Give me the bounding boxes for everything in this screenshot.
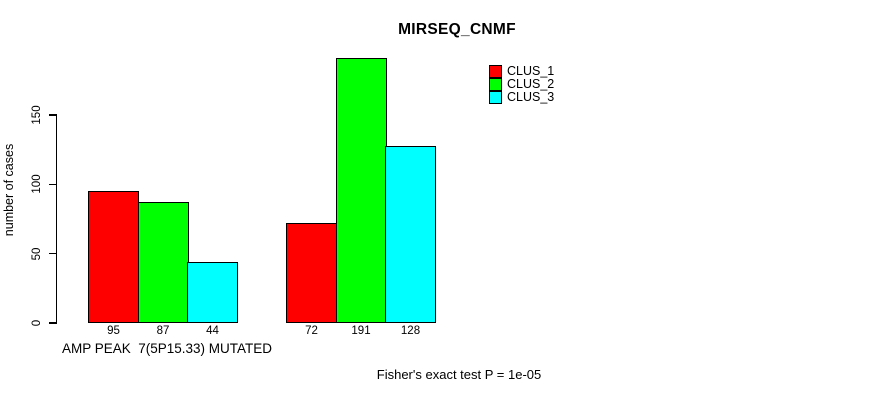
- legend-swatch-icon: [489, 78, 502, 91]
- legend-label: CLUS_3: [507, 90, 555, 104]
- legend: CLUS_1 CLUS_2 CLUS_3: [489, 65, 554, 104]
- x-axis-group-label: AMP PEAK 7(5P15.33) MUTATED: [61, 341, 273, 356]
- y-tick-mark: [48, 322, 57, 324]
- y-axis-line: [55, 114, 57, 324]
- chart-title: MIRSEQ_CNMF: [398, 21, 516, 38]
- legend-item-clus_1: CLUS_1: [489, 65, 554, 78]
- bar-clus_2-group1: [137, 202, 189, 323]
- y-tick-label: 50: [31, 247, 43, 261]
- bar-clus_1-group2: [286, 223, 337, 323]
- bar-clus_1-group1: [88, 191, 139, 323]
- y-tick-label: 100: [31, 174, 43, 194]
- bar-value-label: 191: [351, 325, 371, 337]
- bar-value-label: 72: [305, 325, 318, 337]
- legend-swatch-icon: [489, 91, 502, 104]
- bar-value-label: 87: [156, 325, 170, 337]
- legend-item-clus_2: CLUS_2: [489, 78, 554, 91]
- y-tick-label: 0: [31, 319, 43, 327]
- legend-item-clus_3: CLUS_3: [489, 91, 554, 104]
- bar-value-label: 95: [107, 325, 120, 337]
- legend-label: CLUS_1: [507, 64, 555, 78]
- legend-label: CLUS_2: [507, 77, 555, 91]
- y-axis-label: number of cases: [2, 143, 16, 237]
- annotation-text: Fisher's exact test P = 1e-05: [376, 367, 542, 382]
- bar-clus_3-group2: [385, 145, 436, 323]
- y-tick-mark: [48, 183, 57, 186]
- y-tick-mark: [48, 114, 57, 116]
- bar-clus_3-group1: [187, 261, 238, 323]
- y-tick-label: 150: [31, 105, 43, 125]
- y-tick-mark: [48, 252, 57, 255]
- bar-clus_2-group2: [335, 58, 387, 323]
- legend-swatch-icon: [489, 65, 502, 78]
- bar-value-label: 128: [400, 325, 421, 337]
- bar-value-label: 44: [206, 325, 219, 337]
